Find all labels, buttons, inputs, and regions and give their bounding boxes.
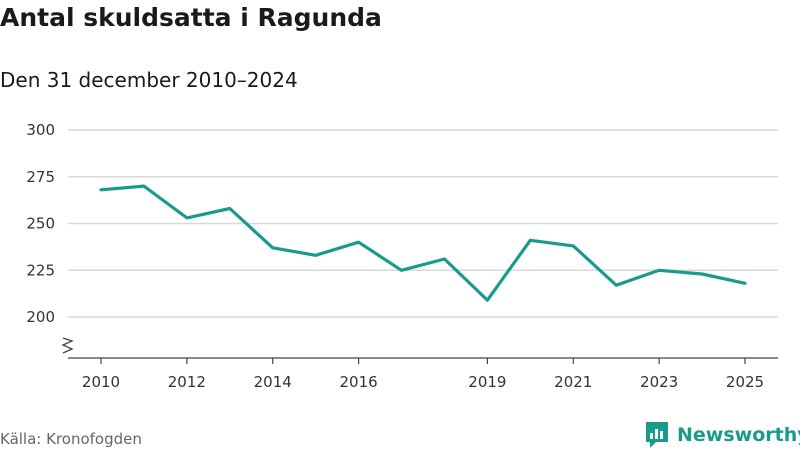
- data-point-2022: [612, 281, 620, 289]
- gridlines: [68, 129, 778, 318]
- brand-name: Newsworthy: [677, 424, 800, 446]
- x-tick-label-2016: 2016: [340, 373, 378, 391]
- newsworthy-logo-icon: [646, 422, 668, 448]
- y-tick-label-200: 200: [26, 308, 55, 326]
- y-tick-label-300: 300: [26, 121, 55, 139]
- data-point-2013: [226, 205, 234, 213]
- data-point-2012: [183, 214, 191, 222]
- x-tick-label-2012: 2012: [168, 373, 206, 391]
- x-tick-label-2023: 2023: [640, 373, 678, 391]
- data-point-2010: [97, 186, 105, 194]
- x-tick-label-2010: 2010: [82, 373, 120, 391]
- chart-subtitle: Den 31 december 2010–2024: [0, 68, 298, 92]
- data-point-2017: [398, 266, 406, 274]
- x-tick-label-2014: 2014: [254, 373, 292, 391]
- x-axis: [61, 337, 778, 359]
- series-line-0: [99, 184, 747, 302]
- series-lines: [97, 182, 749, 304]
- data-point-2019: [483, 296, 491, 304]
- y-axis-ticks: 200 225 250 275 300: [26, 121, 55, 326]
- data-point-2018: [440, 255, 448, 263]
- data-point-2020: [526, 236, 534, 244]
- data-point-2011: [140, 182, 148, 190]
- y-tick-label-225: 225: [26, 261, 55, 279]
- y-tick-label-275: 275: [26, 168, 55, 186]
- data-point-2025: [741, 279, 749, 287]
- x-axis-ticks: 2010 2012 2014 2016 2019 2021 2023 2025: [82, 358, 764, 391]
- data-point-2023: [655, 266, 663, 274]
- newsworthy-logo: Newsworthy: [644, 420, 800, 450]
- x-tick-label-2025: 2025: [726, 373, 764, 391]
- data-point-2015: [312, 251, 320, 259]
- y-axis-break-marker: [61, 337, 74, 354]
- data-point-2016: [355, 238, 363, 246]
- x-tick-label-2021: 2021: [554, 373, 592, 391]
- x-tick-label-2019: 2019: [468, 373, 506, 391]
- source-note: Källa: Kronofogden: [0, 430, 142, 448]
- chart-title: Antal skuldsatta i Ragunda: [0, 3, 382, 32]
- data-point-2014: [269, 244, 277, 252]
- y-tick-label-250: 250: [26, 215, 55, 233]
- data-point-2024: [698, 270, 706, 278]
- data-point-2021: [569, 242, 577, 250]
